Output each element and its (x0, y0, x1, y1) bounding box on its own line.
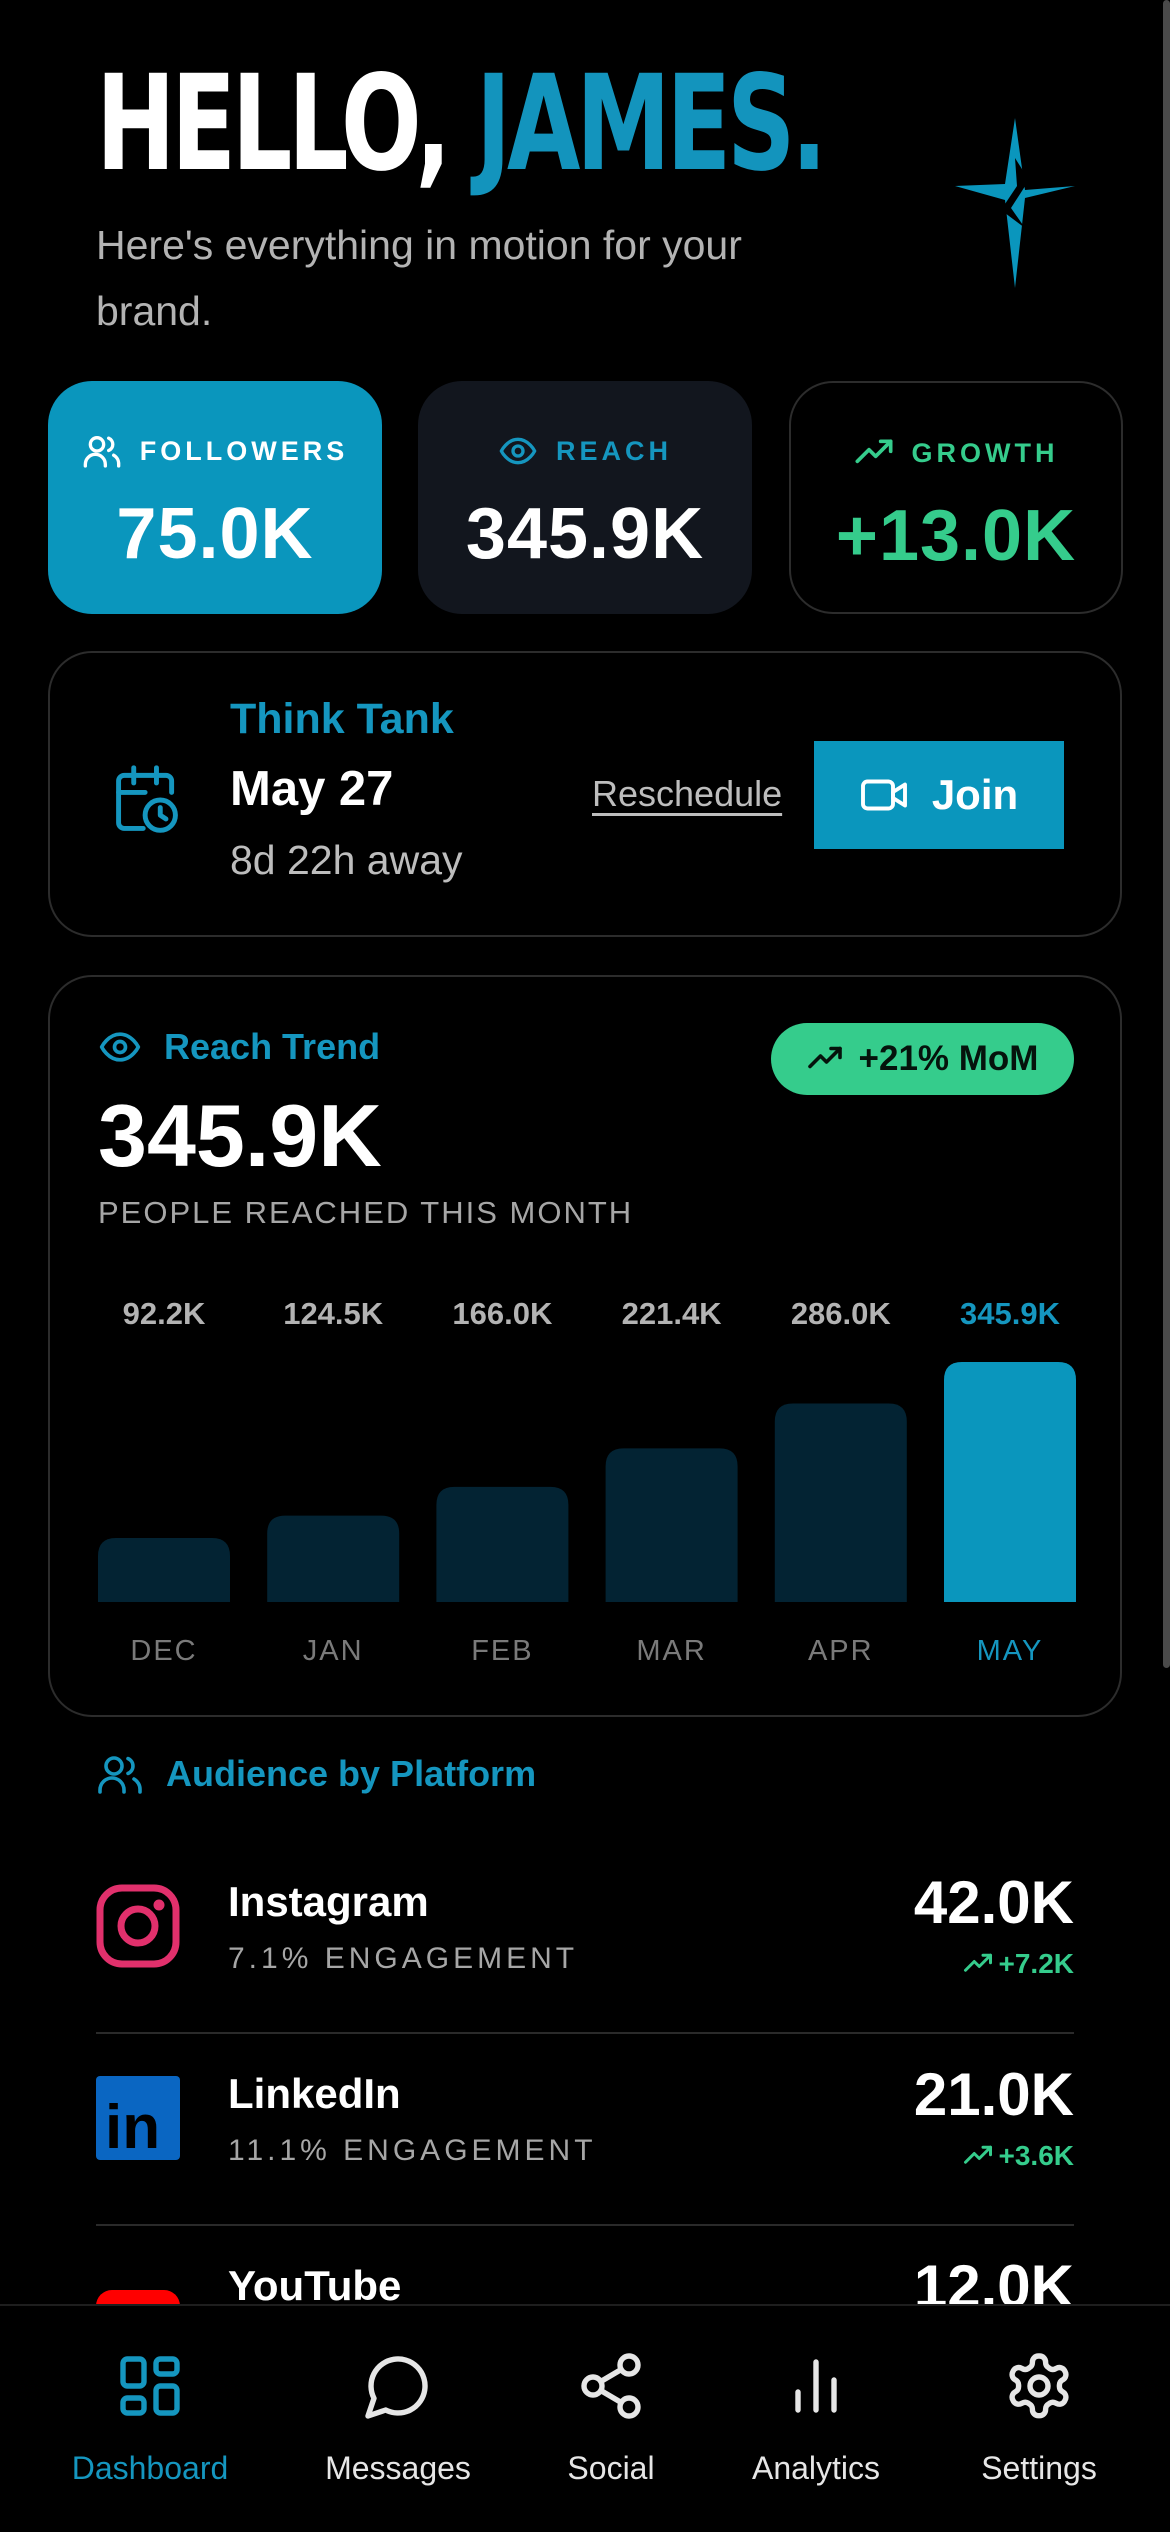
nav-analytics[interactable]: Analytics (728, 2350, 904, 2487)
chart-value-label: 92.2K (123, 1296, 206, 1331)
chart-value-label: 124.5K (283, 1296, 384, 1331)
messages-icon (365, 2356, 428, 2419)
trending-up-icon (855, 439, 892, 464)
followers-label: FOLLOWERS (139, 435, 349, 466)
meeting-date: May 27 (230, 762, 394, 816)
platform-delta: +3.6K (963, 2140, 1075, 2172)
platform-delta-value: +7.2K (998, 1948, 1075, 1979)
followers-card[interactable]: FOLLOWERS 75.0K (48, 381, 382, 614)
reach-card[interactable]: REACH 345.9K (418, 381, 752, 614)
share-icon (581, 2353, 641, 2419)
svg-text:in: in (105, 2093, 160, 2160)
dashboard-icon (120, 2356, 180, 2416)
chart-value-label: 166.0K (452, 1296, 553, 1331)
eye-icon (499, 437, 537, 465)
chart-value-label: 221.4K (622, 1296, 723, 1331)
nav-label: Dashboard (71, 2450, 229, 2486)
trend-title: Reach Trend (164, 1026, 381, 1067)
reach-value: 345.9K (465, 494, 705, 574)
audience-title: Audience by Platform (166, 1753, 537, 1794)
platform-delta: +7.2K (963, 1948, 1075, 1980)
platform-delta-value: +3.6K (998, 2140, 1075, 2171)
bottom-nav: Dashboard Messages Social Analytics Sett… (0, 2304, 1170, 2532)
reach-trend-card: Reach Trend +21% MoM 345.9K PEOPLE REACH… (48, 975, 1122, 1717)
mom-badge-label: +21% MoM (858, 1039, 1039, 1078)
calendar-clock-icon (116, 765, 178, 833)
divider (96, 2224, 1074, 2226)
nav-label: Messages (325, 2450, 471, 2486)
instagram-icon (96, 1884, 180, 1968)
trending-up-icon (963, 2145, 992, 2164)
chart-bar-jan (267, 1515, 400, 1602)
meeting-countdown: 8d 22h away (230, 837, 463, 883)
greeting-subtitle: Here's everything in motion for your bra… (96, 222, 742, 334)
platform-engagement: 7.1% ENGAGEMENT (228, 1942, 579, 1975)
platform-name: Instagram (228, 1878, 429, 1925)
nav-settings[interactable]: Settings (964, 2350, 1114, 2487)
platform-row-linkedin[interactable]: in LinkedIn 11.1% ENGAGEMENT 21.0K +3.6K (96, 2034, 1074, 2226)
platform-value: 21.0K (913, 2061, 1074, 2128)
trending-up-icon (807, 1046, 842, 1069)
chart-bar-feb (436, 1486, 569, 1602)
nav-messages[interactable]: Messages (308, 2350, 488, 2487)
chart-category-label: APR (808, 1635, 874, 1667)
linkedin-icon: in (96, 2076, 180, 2160)
platform-name: LinkedIn (228, 2070, 401, 2117)
growth-label: GROWTH (911, 437, 1059, 468)
chart-category-label: MAY (977, 1635, 1044, 1667)
greeting-title: HELLO, JAMES. (96, 58, 827, 190)
platform-value: 42.0K (913, 1869, 1074, 1936)
chart-value-label: 286.0K (791, 1296, 892, 1331)
chart-category-label: DEC (130, 1635, 197, 1667)
trend-caption: PEOPLE REACHED THIS MONTH (98, 1195, 634, 1230)
reschedule-link[interactable]: Reschedule (592, 773, 783, 814)
compass-star-icon (955, 118, 1075, 288)
greeting-prefix: HELLO, (96, 47, 476, 201)
growth-card[interactable]: GROWTH +13.0K (789, 381, 1123, 614)
chart-bar-may (944, 1362, 1076, 1602)
nav-label: Social (567, 2450, 655, 2486)
platform-name: YouTube (228, 2262, 402, 2309)
chart-value-label: 345.9K (960, 1296, 1061, 1331)
trend-value: 345.9K (98, 1086, 382, 1185)
followers-value: 75.0K (116, 494, 314, 574)
platform-row-instagram[interactable]: Instagram 7.1% ENGAGEMENT 42.0K +7.2K (96, 1842, 1074, 2034)
chart-category-label: JAN (303, 1635, 364, 1667)
divider (96, 2032, 1074, 2034)
nav-label: Settings (981, 2450, 1097, 2486)
growth-value: +13.0K (835, 496, 1077, 576)
reach-label: REACH (555, 435, 672, 466)
chart-category-label: FEB (471, 1635, 533, 1667)
users-icon (83, 436, 121, 468)
nav-label: Analytics (751, 2450, 881, 2486)
scrollbar[interactable] (1163, 0, 1170, 1668)
video-camera-icon (860, 779, 907, 811)
chart-bar-apr (774, 1403, 907, 1602)
nav-dashboard[interactable]: Dashboard (58, 2350, 242, 2487)
meeting-card: Think Tank May 27 8d 22h away Reschedule… (48, 651, 1122, 937)
chart-category-label: MAR (636, 1635, 706, 1667)
reach-bar-chart: 92.2K DEC 124.5K JAN 166.0K FEB 221.4K MAR 286.0… (98, 1296, 1076, 1667)
greeting-name: JAMES. (475, 47, 827, 201)
eye-icon (99, 1032, 141, 1062)
nav-social[interactable]: Social (540, 2350, 682, 2487)
analytics-icon (795, 2359, 837, 2413)
join-button[interactable]: Join (814, 741, 1064, 849)
mom-badge: +21% MoM (771, 1023, 1074, 1095)
chart-bar-mar (605, 1448, 738, 1602)
chart-bar-dec (98, 1538, 230, 1602)
users-icon (98, 1756, 142, 1794)
gear-icon (1009, 2353, 1069, 2419)
join-label: Join (931, 771, 1019, 818)
trending-up-icon (963, 1953, 992, 1972)
meeting-title: Think Tank (230, 695, 454, 743)
platform-engagement: 11.1% ENGAGEMENT (228, 2134, 597, 2167)
